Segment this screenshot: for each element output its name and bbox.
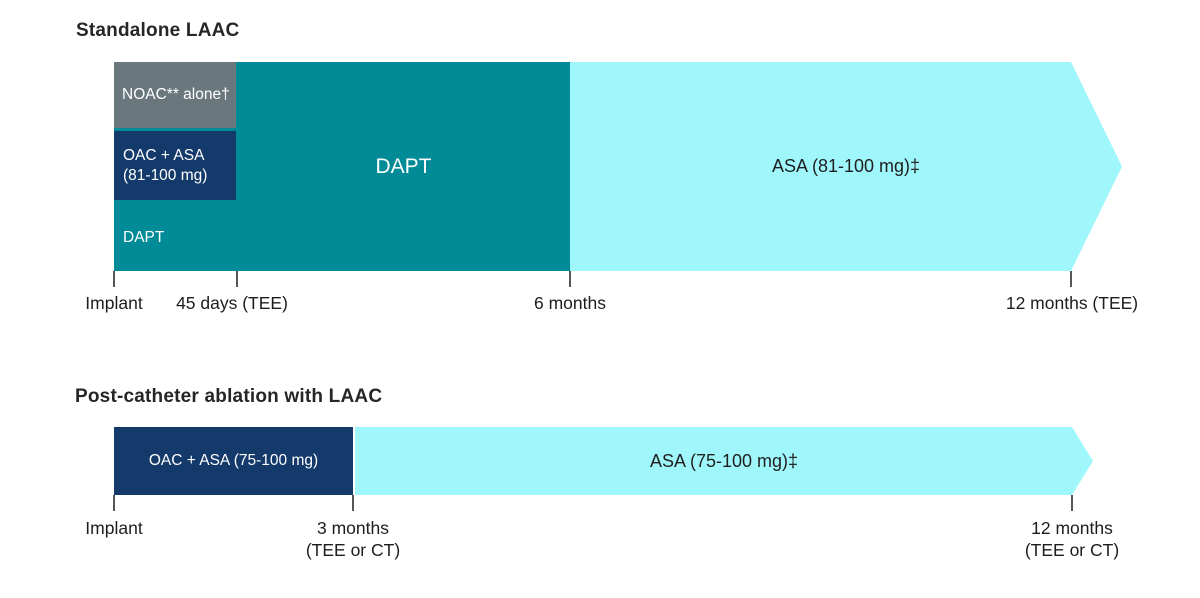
noac-alone-label: NOAC** alone† [122,86,230,103]
asa-phase-label-2: ASA (75-100 mg)‡ [649,450,799,471]
tick-12-months [1070,271,1072,287]
tick-45-days [236,271,238,287]
post-ablation-title: Post-catheter ablation with LAAC [75,386,383,407]
milestone-implant-2-line1: Implant [85,518,143,538]
asa-phase-arrow-2: ASA (75-100 mg)‡ [355,427,1093,495]
asa-phase-arrow: ASA (81-100 mg)‡ [570,62,1122,271]
milestone-12-months-2-line2: (TEE or CT) [1024,540,1120,560]
standalone-laac-title: Standalone LAAC [76,20,240,41]
milestone-6-months: 6 months [534,293,606,313]
tick-6-months [569,271,571,287]
milestone-implant-2: Implant [85,517,142,539]
dapt-main-section: DAPT [237,62,570,271]
milestone-3-months-line2: (TEE or CT) [305,540,401,560]
tick-implant [113,271,115,287]
dapt-main-label: DAPT [375,154,432,178]
asa-phase-label: ASA (81-100 mg)‡ [771,156,921,176]
milestone-3-months: 3 months (TEE or CT) [306,517,400,561]
milestone-45-days: 45 days (TEE) [176,293,288,313]
milestone-implant: Implant [85,293,143,313]
oac-asa-label-line2: (81-100 mg) [123,166,208,184]
tick-implant-2 [113,495,115,511]
milestone-12-months: 12 months (TEE) [1005,293,1139,313]
milestone-12-months-2: 12 months (TEE or CT) [1025,517,1119,561]
tick-12-months-2 [1071,495,1073,511]
oac-asa-label-2: OAC + ASA (75-100 mg) [148,452,319,469]
dapt-option-label: DAPT [123,229,165,246]
oac-asa-segment: OAC + ASA (81-100 mg) [114,131,236,200]
noac-alone-segment: NOAC** alone† [114,62,236,128]
oac-asa-segment-2: OAC + ASA (75-100 mg) [114,427,353,495]
oac-asa-label-line1: OAC + ASA [123,146,205,164]
tick-3-months [352,495,354,511]
milestone-12-months-2-line1: 12 months [1031,518,1113,538]
milestone-3-months-line1: 3 months [317,518,389,538]
